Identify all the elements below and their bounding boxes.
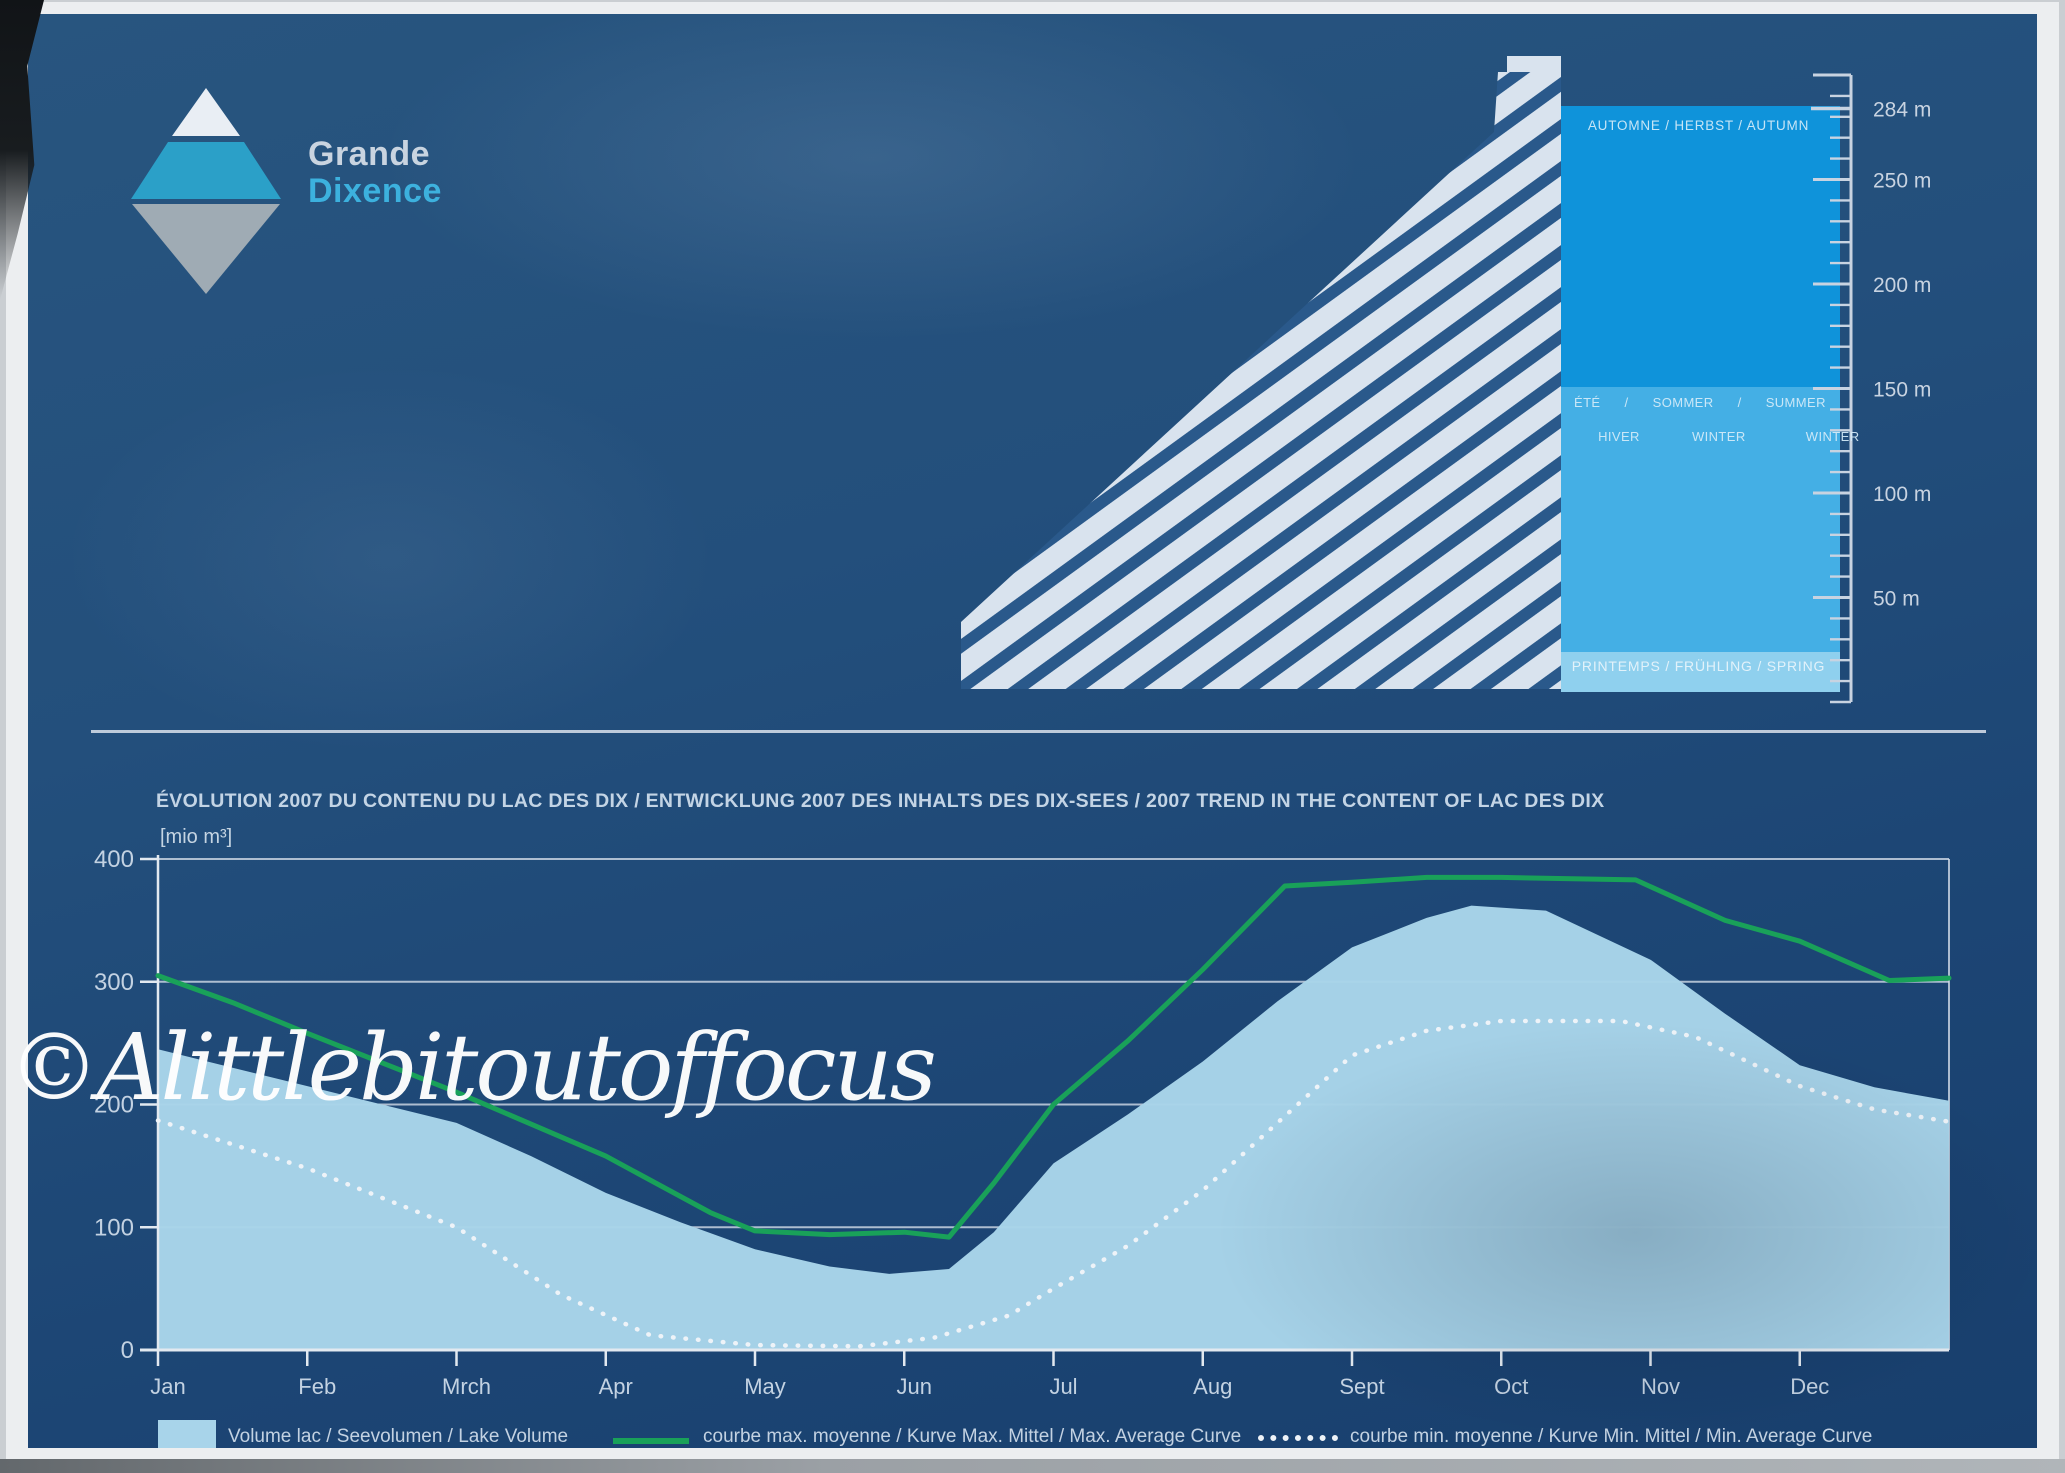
legend-area-swatch: [158, 1420, 216, 1448]
info-panel: Grande Dixence 284 m 250 m 200 m 150 m 100 m…: [28, 14, 2037, 1448]
dam-crest: [1507, 56, 1561, 76]
season-label-spring: PRINTEMPS / FRÜHLING / SPRING: [1571, 658, 1826, 674]
month-label: Apr: [599, 1374, 633, 1399]
frame-bottom-edge: [0, 1459, 2065, 1473]
logo-diamond-icon: [130, 86, 282, 301]
month-label: May: [744, 1374, 786, 1399]
legend-max-curve-sample: [613, 1438, 689, 1444]
elevation-ruler: 284 m 250 m 200 m 150 m 100 m 50 m: [1811, 73, 1931, 704]
month-label: Dec: [1790, 1374, 1829, 1399]
y-axis-tick-label: 200: [94, 1092, 134, 1119]
month-label: Jan: [150, 1374, 185, 1399]
ruler-label: 150 m: [1873, 379, 1931, 402]
month-label: Mrch: [442, 1374, 491, 1399]
ruler-label: 250 m: [1873, 170, 1931, 193]
month-label: Oct: [1494, 1374, 1528, 1399]
section-divider: [91, 730, 1986, 733]
water-column-spring-band: [1561, 652, 1840, 692]
ruler-label: 284 m: [1873, 98, 1931, 121]
water-column-autumn: [1561, 106, 1840, 387]
y-axis-tick-label: 0: [121, 1337, 134, 1364]
month-label: Feb: [298, 1374, 336, 1399]
dam-cross-section-diagram: 284 m 250 m 200 m 150 m 100 m 50 m: [961, 56, 1931, 704]
lake-volume-chart: 0 100 200 300 400 Jan Feb Mrch Apr May Jun Jul Aug Se…: [94, 846, 1952, 1399]
ruler-label: 200 m: [1873, 274, 1931, 297]
y-axis-tick-label: 400: [94, 846, 134, 873]
ruler-label: 100 m: [1873, 483, 1931, 506]
min-average-curve: [155, 1018, 1952, 1349]
legend-label-min-average: courbe min. moyenne / Kurve Min. Mittel …: [1350, 1426, 1873, 1447]
month-label: Aug: [1193, 1374, 1232, 1399]
max-average-curve: [155, 874, 1952, 1240]
y-axis-unit-label: [mio m³]: [160, 826, 233, 848]
logo-text-grande: Grande: [308, 135, 431, 173]
season-label-autumn: AUTOMNE / HERBST / AUTUMN: [1587, 118, 1810, 133]
grande-dixence-logo: Grande Dixence: [130, 86, 442, 301]
legend-min-curve-sample: [1258, 1435, 1338, 1441]
dam-body: [961, 72, 1561, 689]
lake-volume-area: [158, 905, 1949, 1350]
season-label-summer-line: ÉTÉ / SOMMER / SUMMER: [1574, 395, 1826, 410]
logo-wordmark: Grande Dixence: [308, 136, 442, 301]
water-column-winter: [1561, 387, 1840, 652]
season-label-summer-winter: ÉTÉ / SOMMER / SUMMER HIVER WINTER WINTE…: [1574, 394, 1859, 462]
month-label: Sept: [1339, 1374, 1384, 1399]
legend-label-max-average: courbe max. moyenne / Kurve Max. Mittel …: [703, 1426, 1242, 1447]
month-label: Jun: [897, 1374, 932, 1399]
legend-label-lake-volume: Volume lac / Seevolumen / Lake Volume: [228, 1426, 569, 1447]
ruler-label: 50 m: [1873, 588, 1920, 611]
chart-title: ÉVOLUTION 2007 DU CONTENU DU LAC DES DIX…: [156, 790, 1605, 812]
logo-text-dixence: Dixence: [308, 172, 442, 210]
y-axis-tick-label: 100: [94, 1214, 134, 1241]
month-label: Nov: [1641, 1374, 1680, 1399]
month-label: Jul: [1049, 1374, 1077, 1399]
season-label-winter-line: HIVER WINTER WINTER: [1598, 429, 1860, 444]
y-axis-tick-label: 300: [94, 969, 134, 996]
